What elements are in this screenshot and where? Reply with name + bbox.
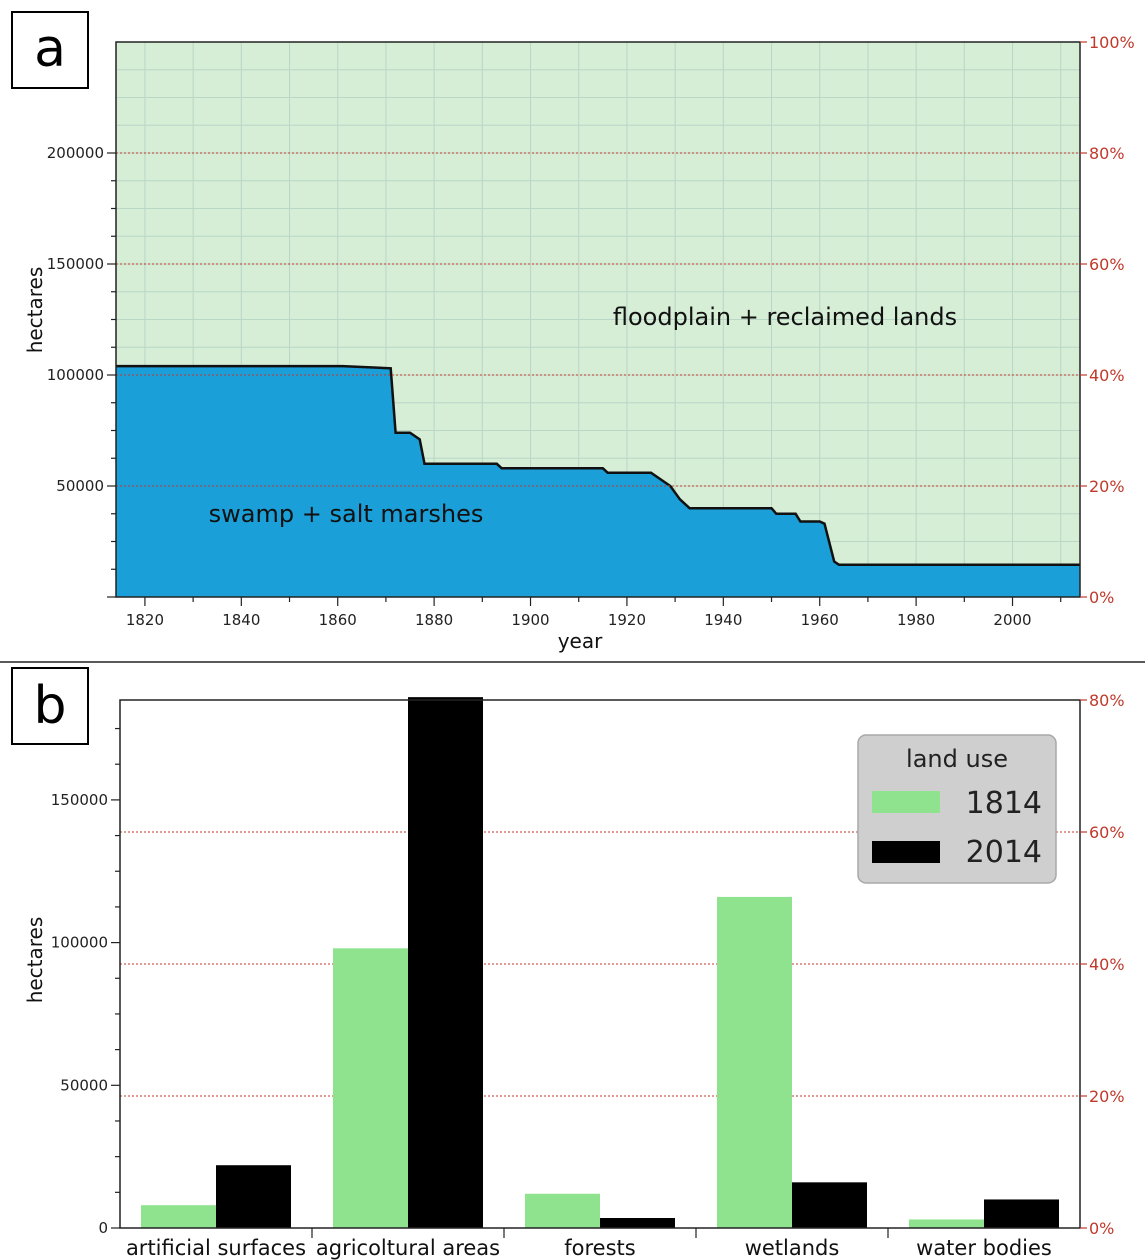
panel-b: 0 50000 100000 150000 artificial surfaces ag…	[11, 667, 1125, 1260]
panel-a-x-tick-label: 1920	[608, 611, 646, 629]
panel-a-percent-label: 100%	[1089, 33, 1135, 52]
legend-swatch-1814	[872, 791, 940, 813]
panel-a-percent-label: 20%	[1089, 477, 1125, 496]
panel-a-y-tick-label: 100000	[47, 366, 104, 384]
bar-2014	[984, 1199, 1059, 1228]
bar-1814	[525, 1193, 600, 1228]
bar-2014	[792, 1182, 867, 1228]
panel-a-x-axis-title: year	[558, 629, 603, 653]
panel-b-category-label: wetlands	[745, 1236, 840, 1260]
panel-b-y-tick-label: 0	[98, 1219, 108, 1237]
panel-b-y-tick-label: 150000	[51, 791, 108, 809]
panel-a-y-tick-label: 150000	[47, 255, 104, 273]
panel-b-percent-axis: 0% 20% 40% 60% 80%	[1080, 691, 1125, 1238]
legend-label-2014: 2014	[966, 835, 1042, 870]
panel-b-y-axis-title: hectares	[23, 917, 47, 1004]
panel-a-letter: a	[34, 19, 66, 79]
panel-b-category-label: forests	[564, 1236, 635, 1260]
panel-a-x-axis: 1820 1840 1860 1880 1900 1920 1940 1960 1980 2000	[126, 597, 1062, 629]
bar-2014	[600, 1218, 675, 1228]
panel-b-category-label: agricoltural areas	[316, 1236, 500, 1260]
panel-a-percent-axis: 0% 20% 40% 60% 80% 100%	[1080, 33, 1135, 607]
bar-2014	[216, 1165, 291, 1228]
legend: land use 1814 2014	[857, 734, 1057, 884]
panel-b-category-label: water bodies	[916, 1236, 1052, 1260]
panel-b-percent-label: 0%	[1089, 1219, 1114, 1238]
panel-b-x-axis: artificial surfaces agricoltural areas for…	[126, 1228, 1052, 1260]
panel-b-percent-label: 60%	[1089, 823, 1125, 842]
bar-1814	[717, 896, 792, 1228]
panel-a-percent-label: 40%	[1089, 366, 1125, 385]
panel-a-x-tick-label: 1980	[897, 611, 935, 629]
panel-b-percent-label: 40%	[1089, 955, 1125, 974]
panel-a: 50000 100000 150000 200000 1820 1840 1860 1880…	[11, 11, 1135, 653]
panel-a-x-tick-label: 1960	[801, 611, 839, 629]
panel-b-y-axis: 0 50000 100000 150000	[51, 727, 120, 1237]
panel-b-percent-label: 20%	[1089, 1087, 1125, 1106]
legend-label-1814: 1814	[966, 786, 1042, 821]
panel-a-x-tick-label: 1840	[222, 611, 260, 629]
swamp-label: swamp + salt marshes	[209, 500, 484, 528]
bar-1814	[909, 1219, 984, 1228]
panel-a-label-box	[11, 11, 89, 89]
panel-b-percent-label: 80%	[1089, 691, 1125, 710]
bar-1814	[333, 948, 408, 1228]
panel-b-label-box	[11, 667, 89, 745]
swamp-boundary-line	[116, 364, 1080, 567]
swamp-area	[116, 366, 1080, 597]
panel-b-letter: b	[33, 676, 66, 736]
panel-a-percent-label: 0%	[1089, 588, 1114, 607]
panel-a-x-tick-label: 1820	[126, 611, 164, 629]
panel-a-y-axis: 50000 100000 150000 200000	[47, 144, 116, 598]
panel-a-y-axis-title: hectares	[23, 267, 47, 354]
legend-title: land use	[906, 745, 1008, 773]
panel-a-x-tick-label: 1880	[415, 611, 453, 629]
bar-2014	[408, 697, 483, 1228]
panel-a-x-tick-label: 1940	[704, 611, 742, 629]
legend-swatch-2014	[872, 841, 940, 863]
panel-b-y-tick-label: 100000	[51, 934, 108, 952]
panel-b-bars	[141, 697, 1059, 1228]
panel-a-y-tick-label: 200000	[47, 144, 104, 162]
floodplain-label: floodplain + reclaimed lands	[613, 303, 957, 331]
panel-a-percent-label: 80%	[1089, 144, 1125, 163]
panel-a-percent-gridlines	[116, 152, 1080, 487]
panel-a-x-tick-label: 1860	[319, 611, 357, 629]
panel-a-x-tick-label: 2000	[993, 611, 1031, 629]
panel-a-percent-label: 60%	[1089, 255, 1125, 274]
panel-b-y-tick-label: 50000	[60, 1076, 108, 1094]
panel-a-y-tick-label: 50000	[56, 477, 104, 495]
bar-1814	[141, 1205, 216, 1228]
panel-a-x-tick-label: 1900	[511, 611, 549, 629]
panel-b-category-label: artificial surfaces	[126, 1236, 306, 1260]
